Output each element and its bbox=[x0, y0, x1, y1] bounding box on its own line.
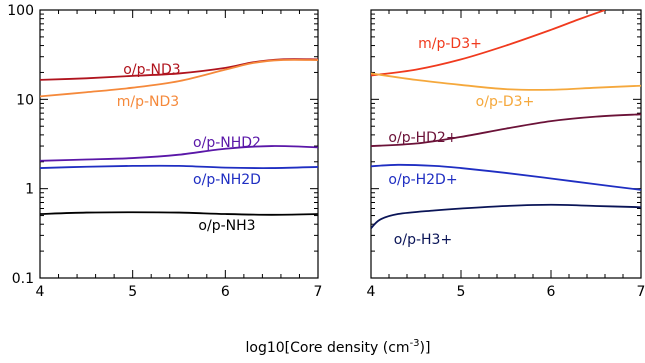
series-label-o-p-hd2: o/p-HD2+ bbox=[388, 130, 457, 146]
series-label-o-p-d3: o/p-D3+ bbox=[476, 94, 535, 110]
series-label-o-p-nd3: o/p-ND3 bbox=[123, 62, 180, 78]
series-label-m-p-nd3: m/p-ND3 bbox=[117, 94, 179, 110]
series-label-o-p-h3: o/p-H3+ bbox=[394, 232, 452, 248]
x-tick-label: 7 bbox=[314, 284, 323, 300]
y-tick-label: 1 bbox=[25, 182, 34, 198]
plot-frame bbox=[39, 9, 319, 279]
left-panel: 4 5 6 7 0.1 1 10 100 o/p-ND3 m/p-ND3 o/p-NHD2 o/p-N… bbox=[7, 3, 322, 300]
series-line-o-p-nh2d bbox=[40, 164, 318, 170]
series-line-o-p-hd2 bbox=[371, 113, 641, 147]
x-axis-title-end: )] bbox=[420, 340, 431, 356]
series-line-o-p-nhd2 bbox=[40, 145, 318, 162]
plot-frame bbox=[370, 9, 642, 279]
series-label-o-p-nh2d: o/p-NH2D bbox=[193, 172, 261, 188]
right-panel: 4 5 6 7 m/p-D3+ o/p-D3+ o/p-HD2+ o/p-H2D+ o/p-H3… bbox=[367, 9, 645, 300]
x-axis-title-superscript: -3 bbox=[410, 338, 420, 349]
x-tick-label: 6 bbox=[221, 284, 230, 300]
series-line-o-p-h2d bbox=[371, 163, 641, 191]
x-tick-label: 6 bbox=[547, 284, 556, 300]
x-axis-title-main: log10[Core density (cm bbox=[246, 340, 410, 356]
x-tick-label: 4 bbox=[367, 284, 376, 300]
y-tick-label: 10 bbox=[16, 92, 34, 108]
x-tick-label: 4 bbox=[36, 284, 45, 300]
series-line-m-p-d3 bbox=[371, 10, 606, 77]
series-label-o-p-h2d: o/p-H2D+ bbox=[388, 172, 457, 188]
x-tick-label: 7 bbox=[637, 284, 645, 300]
series-line-o-p-nh3 bbox=[40, 211, 318, 216]
series-line-m-p-nd3 bbox=[40, 58, 318, 98]
series-label-o-p-nhd2: o/p-NHD2 bbox=[193, 135, 261, 151]
series-label-m-p-d3: m/p-D3+ bbox=[418, 36, 482, 52]
y-tick-label: 100 bbox=[7, 3, 34, 19]
y-tick-label: 0.1 bbox=[12, 271, 34, 287]
x-tick-label: 5 bbox=[128, 284, 137, 300]
x-axis-title: log10[Core density (cm-3)] bbox=[246, 338, 431, 356]
x-tick-label: 5 bbox=[457, 284, 466, 300]
series-label-o-p-nh3: o/p-NH3 bbox=[198, 218, 255, 234]
series-line-o-p-d3 bbox=[371, 72, 641, 91]
series-line-o-p-h3 bbox=[371, 203, 641, 229]
